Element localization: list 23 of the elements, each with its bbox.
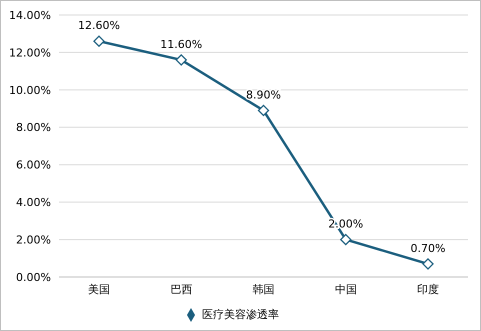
point [258,104,270,116]
x-tick-label: 印度 [417,282,439,296]
data-label: 11.60% [160,38,202,51]
point [93,36,105,47]
x-tick-label: 中国 [334,282,357,296]
y-tick-label: 14.00% [9,8,51,22]
data-label: 0.70% [410,242,446,255]
x-tick-label: 巴西 [170,282,192,296]
point [176,54,187,66]
y-tick-label: 10.00% [9,84,51,97]
x-tick-label: 美国 [88,282,110,296]
y-tick-label: 4.00% [16,196,51,210]
data-label: 8.90% [246,88,281,102]
x-tick-label: 韩国 [252,282,274,296]
y-tick-label: 12.00% [9,46,51,60]
legend-label: 医疗美容渗透率 [202,308,279,321]
y-tick-label: 0.00% [16,270,51,284]
y-tick-label: 6.00% [16,158,51,172]
point [422,258,434,270]
point [340,234,352,246]
y-tick-label: 2.00% [16,233,51,246]
data-label: 12.60% [78,19,120,32]
y-tick-label: 8.00% [16,121,51,134]
